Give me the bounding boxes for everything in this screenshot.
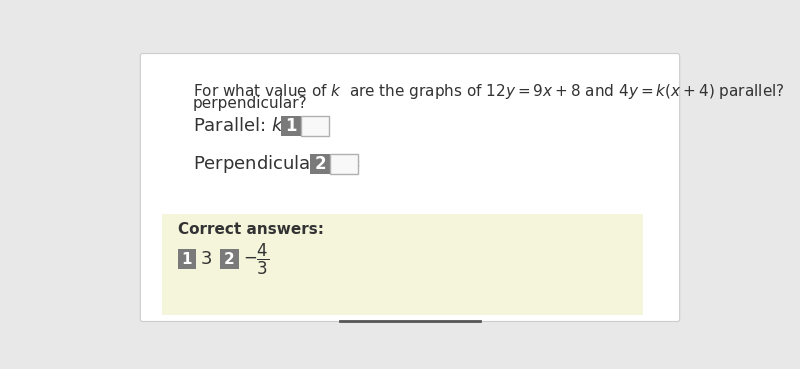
Text: Perpendicular: $k$ =: Perpendicular: $k$ =: [193, 154, 362, 175]
Bar: [301, 116, 329, 136]
Bar: [281, 116, 301, 136]
Text: Parallel: $k$  =: Parallel: $k$ =: [193, 117, 310, 135]
Text: 2: 2: [314, 155, 326, 173]
Bar: [178, 249, 196, 269]
Text: 1: 1: [285, 117, 296, 135]
Text: Correct answers:: Correct answers:: [178, 222, 323, 237]
Text: 2: 2: [224, 252, 235, 267]
Bar: [310, 154, 330, 175]
Text: $-\dfrac{4}{3}$: $-\dfrac{4}{3}$: [243, 241, 270, 277]
Text: perpendicular?: perpendicular?: [193, 96, 308, 111]
Text: 1: 1: [182, 252, 192, 267]
Bar: [220, 249, 238, 269]
Bar: [162, 214, 642, 314]
FancyBboxPatch shape: [140, 54, 680, 321]
Text: For what value of $k$  are the graphs of $12y = 9x + 8$ and $4y = k(x + 4)$ para: For what value of $k$ are the graphs of …: [193, 82, 785, 101]
Text: 3: 3: [201, 250, 212, 268]
Bar: [330, 154, 358, 175]
